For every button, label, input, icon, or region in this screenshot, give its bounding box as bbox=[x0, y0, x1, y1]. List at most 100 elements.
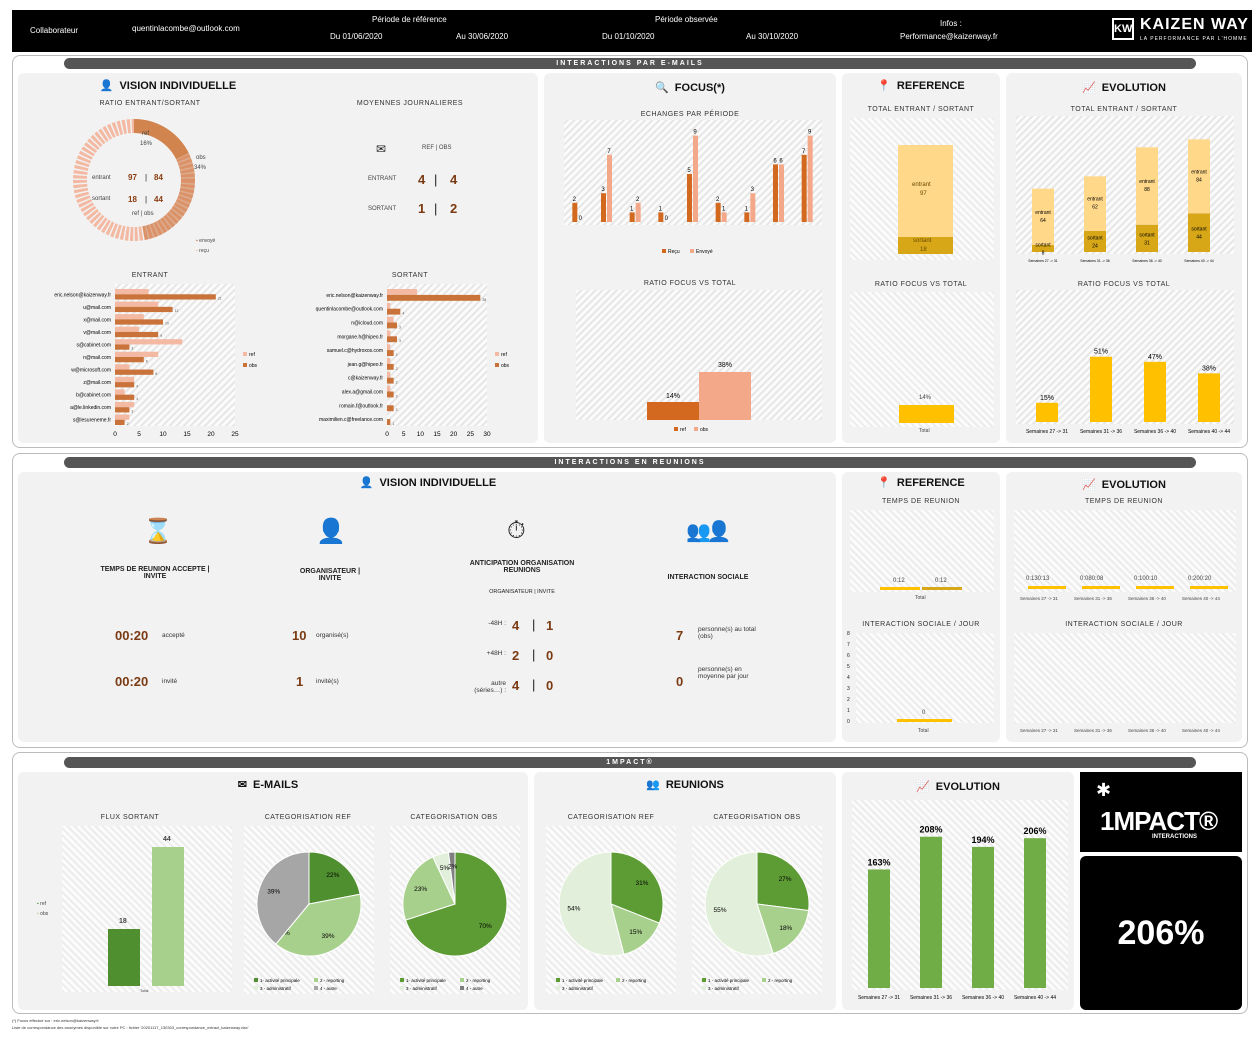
legend-ref-swatch bbox=[495, 352, 499, 356]
bar-value: 9 bbox=[160, 334, 162, 338]
footer-focus-note: (*) Focus effectué sur : eric.nelson@kai… bbox=[12, 1018, 99, 1023]
meeting-reference-title: 📍 REFERENCE bbox=[877, 476, 965, 490]
anticipation-subtitle: ORGANISATEUR | INVITE bbox=[489, 589, 555, 595]
bar-ref bbox=[115, 351, 159, 357]
focus-title: 🔍 FOCUS(*) bbox=[655, 81, 725, 95]
evo-entrant-bar bbox=[1136, 147, 1158, 225]
contact-name: maximilien.c@freelance.com bbox=[319, 417, 383, 423]
pie-label: 18% bbox=[779, 925, 792, 932]
impact-evo-bar bbox=[920, 836, 942, 988]
impact-meetings-title: 👥 REUNIONS bbox=[646, 778, 724, 792]
impact-evo-bar bbox=[1024, 838, 1046, 988]
bar-ref bbox=[387, 344, 391, 351]
time-accepted-label: accepté bbox=[162, 632, 185, 639]
axis-tick: 25 bbox=[467, 431, 475, 438]
kaizenway-logo-mark: KW bbox=[1112, 18, 1134, 40]
organizer-title: ORGANISATEUR | INVITE bbox=[299, 568, 361, 582]
daily-in-obs: 4 bbox=[450, 172, 458, 187]
ref-period-from: Du 01/06/2020 bbox=[330, 32, 383, 41]
bar-ref bbox=[115, 414, 130, 420]
user-icon: 👤 bbox=[359, 477, 374, 489]
evo-entrant-value: 64 bbox=[1040, 218, 1046, 224]
bar-ref bbox=[115, 314, 144, 320]
axis-tick: 25 bbox=[231, 431, 239, 438]
envelope-icon: ✉ bbox=[237, 779, 247, 791]
trend-icon: 📈 bbox=[1082, 82, 1096, 94]
pie-slice bbox=[275, 893, 362, 957]
axis-tick: 1 bbox=[847, 708, 850, 714]
evo-ratio-value: 47% bbox=[1148, 354, 1162, 361]
bar-value: 3 bbox=[399, 325, 401, 329]
bar-obs bbox=[115, 357, 144, 363]
anticipation-invited: 1 bbox=[546, 618, 554, 633]
legend-ref: ref bbox=[249, 352, 255, 358]
axis-tick: 0 bbox=[113, 431, 117, 438]
legend-obs: obs bbox=[501, 363, 510, 369]
legend-label: 3 - administratif bbox=[260, 986, 292, 991]
legend-label: 1- activité principale bbox=[406, 978, 446, 983]
evo-entrant-label: entrant bbox=[1191, 169, 1207, 175]
ref-sortant-bar bbox=[898, 237, 953, 254]
evo-sortant-bar bbox=[1084, 230, 1106, 252]
evo-entrant-value: 84 bbox=[1196, 177, 1202, 183]
contact-name: z@mail.com bbox=[83, 380, 111, 386]
evo-entrant-bar bbox=[1188, 139, 1210, 214]
legend-swatch bbox=[400, 978, 404, 982]
evo-entrant-bar bbox=[1084, 176, 1106, 231]
contact-name: n@mail.com bbox=[83, 355, 111, 361]
evo-ratio-value: 51% bbox=[1094, 349, 1108, 356]
evolution-ratio-chart: 15% Semaines 27 -> 31 51% Semaines 31 -> 36… bbox=[1016, 290, 1234, 435]
legend-swatch bbox=[314, 986, 318, 990]
bar-value: 7 bbox=[802, 149, 806, 155]
location-pin-icon: 📍 bbox=[877, 477, 891, 489]
anticipation-row-label: autre (séries…) : bbox=[474, 680, 506, 694]
footer-correspondence-note: Liste de correspondance des anonymes dis… bbox=[12, 1025, 249, 1030]
bar-value: 2 bbox=[396, 353, 398, 357]
bar-sent bbox=[807, 135, 813, 222]
contact-name: c@kaizenway.fr bbox=[348, 376, 383, 382]
impact-evolution-chart: 163% Semaines 27 -> 31 208% Semaines 31 -> … bbox=[858, 825, 1056, 1001]
infos-email: Performance@kaizenway.fr bbox=[900, 32, 998, 41]
impact-evo-value: 163% bbox=[867, 857, 890, 867]
bar-obs bbox=[387, 336, 397, 343]
contact-name: eric.nelson@kaizenway.fr bbox=[326, 293, 383, 299]
bar-ref bbox=[115, 401, 135, 408]
contact-name: x@mail.com bbox=[83, 317, 111, 323]
meeting-individual-title: 👤 VISION INDIVIDUELLE bbox=[359, 476, 497, 490]
donut-ref-label: ref bbox=[142, 131, 150, 137]
bar-sent bbox=[721, 212, 727, 222]
evo-ratio-value: 15% bbox=[1040, 395, 1054, 402]
legend-swatch bbox=[254, 986, 258, 990]
week-label: Semaines 31 -> 36 bbox=[910, 995, 952, 1001]
pie-slice bbox=[610, 851, 664, 924]
meeting-category-ref-pie: 31% 15% 54% 1 - activité principale 2 - repo… bbox=[556, 851, 664, 991]
meeting-evo-social-title: INTERACTION SOCIALE / JOUR bbox=[1065, 621, 1183, 628]
impact-evo-bar bbox=[972, 846, 994, 988]
ref-sortant-label: sortant bbox=[913, 238, 932, 244]
ref-ratio-xlabel: Total bbox=[919, 428, 930, 434]
bar-obs bbox=[115, 306, 173, 313]
impact-section-title: 1MPACT® bbox=[64, 757, 1196, 768]
meet-cat-obs-title: CATEGORISATION OBS bbox=[713, 814, 801, 821]
ref-entrant-bar bbox=[898, 145, 953, 237]
evo-entrant-value: 88 bbox=[1144, 187, 1150, 193]
bar-ref bbox=[387, 385, 391, 392]
pie-slice bbox=[404, 851, 508, 957]
location-pin-icon: 📍 bbox=[877, 80, 891, 92]
email-category-obs-pie: 70% 23% 5%2% 1- activité principale 2 - repo… bbox=[400, 851, 508, 991]
axis-tick: 5 bbox=[137, 431, 141, 438]
in-title: ENTRANT bbox=[131, 272, 169, 279]
pie-slice bbox=[308, 851, 361, 905]
bar-sent bbox=[607, 154, 612, 222]
magnifier-icon: 🔍 bbox=[655, 82, 669, 94]
ratio-ref-value: 14% bbox=[666, 393, 680, 400]
reference-total-title: TOTAL ENTRANT / SORTANT bbox=[867, 106, 975, 113]
user-icon: 👤 bbox=[99, 80, 114, 92]
legend-label: 2 - reporting bbox=[466, 978, 491, 983]
reference-title: 📍 REFERENCE bbox=[877, 79, 965, 93]
pie-slice bbox=[447, 851, 456, 905]
ref-entrant-value: 97 bbox=[920, 191, 927, 197]
donut-obs-label: obs bbox=[196, 155, 206, 161]
legend-swatch bbox=[314, 978, 318, 982]
evo-time-value: 0:080:08 bbox=[1080, 576, 1104, 582]
